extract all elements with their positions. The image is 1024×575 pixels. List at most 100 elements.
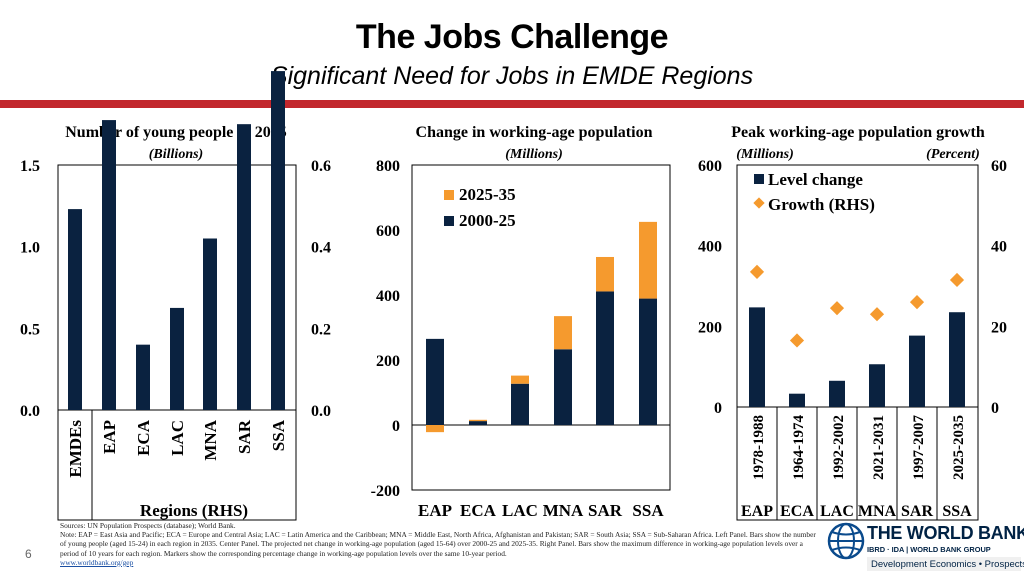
panel2-ytick: -200 — [371, 483, 400, 500]
panel2-ytick: 400 — [376, 288, 400, 305]
panel2-legend-swatch — [444, 216, 454, 226]
panel2-ytick: 0 — [392, 418, 400, 435]
panel3-growth-marker — [869, 307, 885, 322]
panel1-frame — [57, 164, 297, 521]
gep-link[interactable]: www.worldbank.org/gep — [60, 557, 134, 567]
panel1-xtick: EAP — [100, 420, 119, 454]
panel3-legend-swatch-bar — [754, 174, 764, 184]
panel3-ytick-left: 400 — [698, 239, 722, 256]
panel1-unit: (Billions) — [149, 147, 203, 162]
panel3-region-label: SSA — [942, 503, 972, 520]
panel3-ytick-right: 0 — [991, 400, 999, 417]
panel2-bar-2000-25 — [554, 349, 572, 425]
panel2-legend-swatch — [444, 190, 454, 200]
panel1-xtick: ECA — [134, 419, 153, 456]
panel3-bar — [829, 380, 845, 407]
panel1-ytick-left: 1.5 — [20, 158, 40, 175]
panel1-bar — [237, 124, 251, 411]
panel2-bar-2000-25 — [511, 383, 529, 425]
panel1-ytick-left: 0.5 — [20, 321, 40, 338]
panel2-frame — [411, 164, 671, 491]
panel3-bar — [869, 364, 885, 407]
panel3-unit-left: (Millions) — [736, 147, 794, 162]
panel3-period-label: 2021-2031 — [871, 415, 887, 480]
panel1-bar — [102, 120, 116, 410]
panel2-xtick: LAC — [502, 501, 538, 520]
sources-line: Sources: UN Population Prospects (databa… — [60, 521, 236, 530]
department-bar — [867, 557, 1021, 571]
panel2-bar-2000-25 — [596, 291, 614, 425]
red-divider — [0, 100, 1024, 108]
panel1-xtick: SAR — [235, 419, 254, 454]
panel2-unit: (Millions) — [505, 147, 563, 162]
panel3-period-label: 1978-1988 — [751, 415, 767, 480]
panel3-ytick-left: 0 — [714, 400, 722, 417]
panel1-title: Number of young people in 2035 — [65, 124, 287, 141]
panel2-bar-2025-35 — [639, 221, 657, 299]
panel1-ytick-right: 0.2 — [311, 321, 331, 338]
panel3-legend-swatch-marker — [753, 197, 765, 209]
panel3-unit-right: (Percent) — [926, 147, 980, 162]
panel2-bar-2025-35 — [511, 375, 529, 384]
panel3-region-label: EAP — [741, 503, 773, 520]
panel2-xtick: EAP — [418, 501, 452, 520]
panel3-bar — [949, 312, 965, 407]
sources-block: Sources: UN Population Prospects (databa… — [60, 521, 820, 567]
panel3-growth-marker — [949, 272, 965, 288]
panel1-ytick-right: 0.6 — [311, 158, 331, 175]
logo-subtitle: IBRD · IDA | WORLD BANK GROUP — [867, 545, 991, 554]
panel2-xtick: SAR — [588, 501, 623, 520]
panel1-ytick-left: 1.0 — [20, 240, 40, 257]
panel3-ytick-left: 200 — [698, 319, 722, 336]
panel3-legend-label: Growth (RHS) — [768, 195, 875, 214]
page-number: 6 — [25, 547, 32, 561]
panel2-legend-label: 2000-25 — [459, 211, 516, 230]
panel2-bar-2025-35 — [469, 419, 487, 422]
department-label: Development Economics • Prospects — [871, 559, 1024, 570]
panel3-region-label: ECA — [780, 503, 814, 520]
page-subtitle: Significant Need for Jobs in EMDE Region… — [270, 62, 754, 90]
panel2-ytick: 800 — [376, 158, 400, 175]
panel2-ytick: 600 — [376, 223, 400, 240]
panel2-bar-2025-35 — [596, 256, 614, 292]
panel3-region-label: LAC — [820, 503, 854, 520]
panel3-region-label: SAR — [901, 503, 933, 520]
panel3-region-label: MNA — [858, 503, 897, 520]
panel3-ytick-right: 60 — [991, 158, 1007, 175]
panel3-growth-marker — [909, 295, 925, 310]
panel2-title: Change in working-age population — [416, 124, 653, 141]
panel2-bar-2000-25 — [469, 421, 487, 425]
panel2-xtick: MNA — [543, 501, 584, 520]
panel1-ytick-left: 0.0 — [20, 403, 40, 420]
panel1-ytick-right: 0.0 — [311, 403, 331, 420]
logo-name: THE WORLD BANK — [867, 523, 1024, 543]
panel1-xtick: SSA — [269, 419, 288, 451]
panel1-xtick: MNA — [201, 419, 220, 460]
panel1-bar — [68, 209, 82, 410]
panel1-xlabel: Regions (RHS) — [140, 501, 248, 520]
panel3-legend-label: Level change — [768, 170, 863, 189]
panel3-ytick-right: 40 — [991, 239, 1007, 256]
panel1-bar — [170, 307, 184, 410]
panel3-ytick-right: 20 — [991, 319, 1007, 336]
page-title: The Jobs Challenge — [355, 18, 669, 56]
globe-icon — [827, 522, 865, 560]
panel2-bar-2000-25 — [639, 298, 657, 425]
note-text: Note: EAP = East Asia and Pacific; ECA =… — [60, 530, 816, 558]
panel1-ytick-right: 0.4 — [311, 240, 331, 257]
panel1-bar — [136, 344, 150, 410]
panel3-ytick-left: 600 — [698, 158, 722, 175]
panel3-growth-marker — [829, 301, 845, 316]
panel1-bar — [203, 238, 217, 410]
panel2-bar-2025-35 — [426, 425, 444, 433]
world-bank-logo: THE WORLD BANK IBRD · IDA | WORLD BANK G… — [825, 520, 1024, 572]
panel3-period-label: 2025-2035 — [951, 415, 967, 480]
panel2-bar-2025-35 — [554, 316, 572, 350]
panel1-bar — [271, 71, 285, 410]
panel3-period-label: 1964-1974 — [791, 415, 807, 480]
panel2-xtick: ECA — [460, 501, 497, 520]
panel3-period-label: 1997-2007 — [911, 415, 927, 480]
panel3-growth-marker — [749, 264, 765, 279]
panel3-growth-marker — [789, 333, 805, 348]
